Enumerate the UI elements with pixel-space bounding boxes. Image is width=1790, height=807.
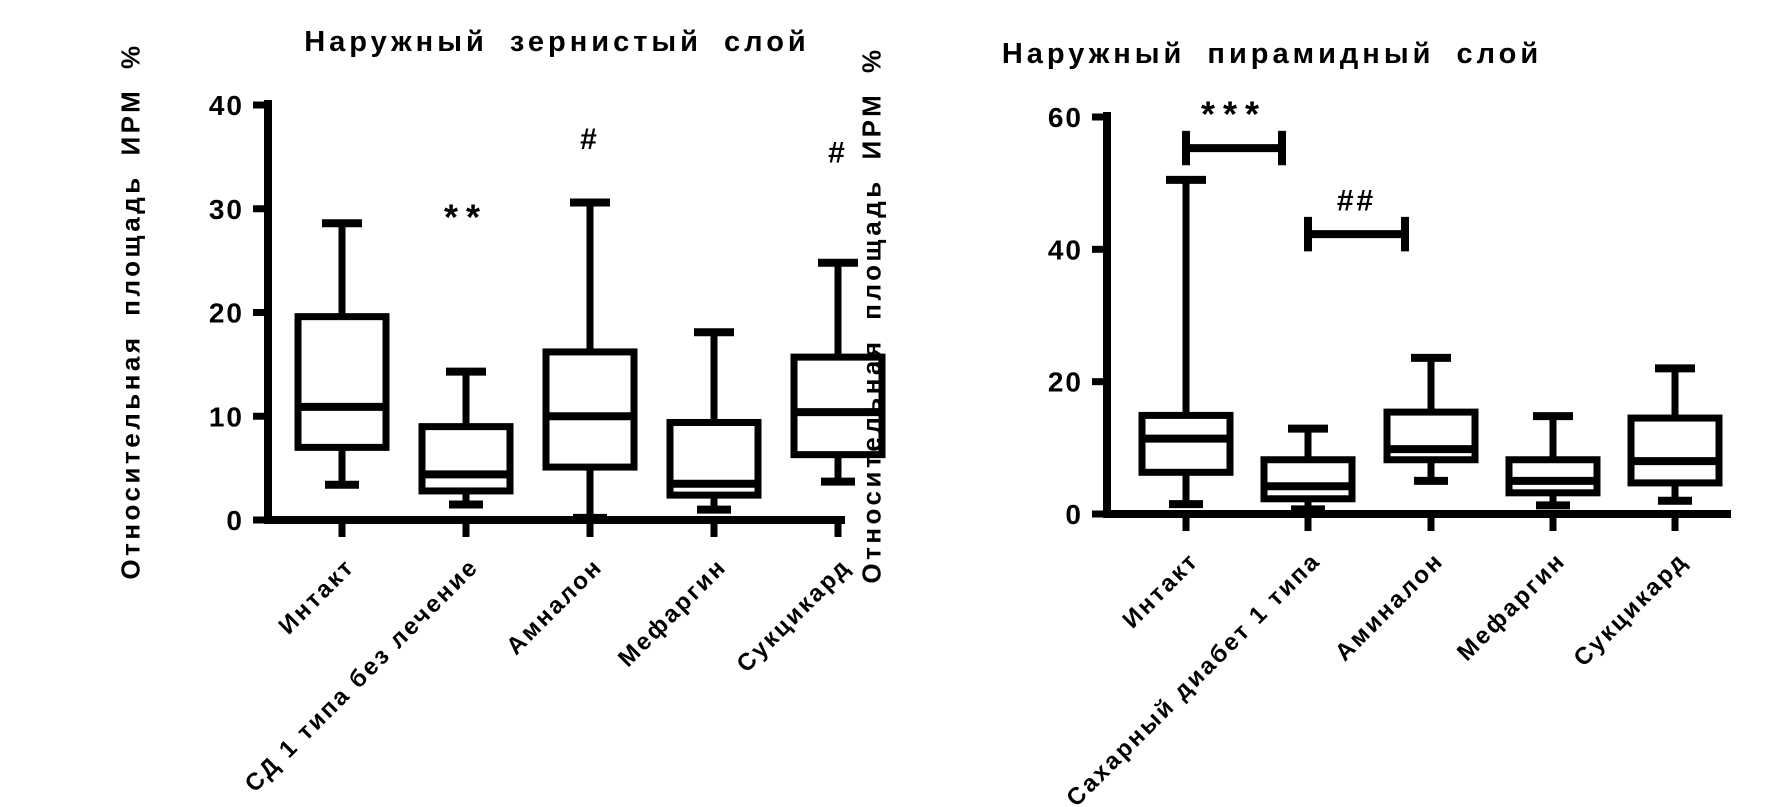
box-plot-3 bbox=[666, 328, 762, 514]
significance-bracket: ## bbox=[1304, 185, 1409, 252]
chart-title-left: Наружный зернистый слой bbox=[304, 26, 810, 58]
significance-marker: *** bbox=[1201, 93, 1267, 134]
iqr-box bbox=[542, 348, 638, 471]
iqr-box bbox=[1138, 411, 1234, 476]
category-label: Интакт bbox=[274, 553, 361, 640]
category-label: Аминалон bbox=[1330, 547, 1449, 666]
significance-bracket: *** bbox=[1182, 93, 1286, 166]
category-label: Сукцикард bbox=[732, 553, 857, 678]
iqr-box bbox=[294, 313, 390, 451]
iqr-box bbox=[1505, 456, 1601, 497]
y-tick-label: 20 bbox=[1048, 367, 1083, 398]
category-label: Сахарный диабет 1 типа bbox=[1061, 547, 1326, 807]
y-tick-label: 60 bbox=[1048, 102, 1083, 133]
y-tick-label: 40 bbox=[209, 90, 244, 121]
box-plot-0 bbox=[294, 219, 390, 489]
box-plot-3 bbox=[1505, 412, 1601, 510]
category-label: Интакт bbox=[1118, 547, 1205, 634]
iqr-box bbox=[418, 423, 514, 495]
category-label: Мефаргин bbox=[1452, 547, 1571, 666]
iqr-box bbox=[1627, 414, 1723, 487]
y-tick-label: 10 bbox=[209, 401, 244, 432]
significance-marker: ** bbox=[444, 197, 488, 238]
iqr-box bbox=[1260, 456, 1356, 503]
box-plot-4 bbox=[1627, 364, 1723, 505]
iqr-box bbox=[790, 353, 886, 459]
category-label: Мефаргин bbox=[613, 553, 732, 672]
box-plot-2 bbox=[542, 198, 638, 522]
category-label: Сукцикард bbox=[1569, 547, 1694, 672]
y-tick-label: 0 bbox=[1065, 499, 1083, 530]
box-plot-0 bbox=[1138, 175, 1234, 509]
chart-title-right: Наружный пирамидный слой bbox=[1001, 38, 1543, 70]
y-tick-label: 30 bbox=[209, 194, 244, 225]
y-tick-label: 40 bbox=[1048, 234, 1083, 265]
y-axis-label-right: Относительная площадь ИРМ % bbox=[856, 46, 887, 584]
box-plot-4 bbox=[790, 258, 886, 486]
significance-marker: # bbox=[580, 123, 600, 156]
category-label: Амналон bbox=[501, 553, 608, 660]
box-plot-2 bbox=[1383, 353, 1479, 485]
y-axis-label-left: Относительная площадь ИРМ % bbox=[115, 42, 146, 580]
box-plot-1 bbox=[418, 367, 514, 509]
significance-marker: # bbox=[828, 137, 848, 170]
category-label: СД 1 типа без лечение bbox=[240, 553, 484, 797]
y-tick-label: 20 bbox=[209, 298, 244, 329]
box-plot-1 bbox=[1260, 424, 1356, 514]
y-tick-label: 0 bbox=[226, 505, 244, 536]
significance-marker: ## bbox=[1337, 185, 1376, 218]
